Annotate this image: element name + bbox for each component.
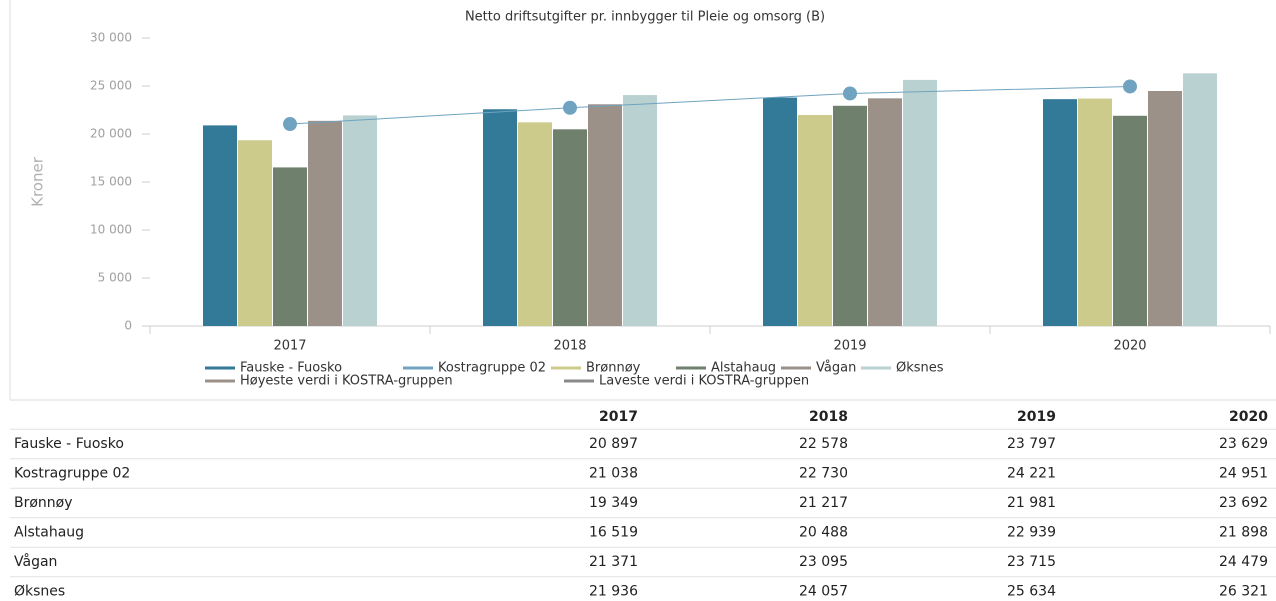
bar (273, 167, 307, 326)
bar (903, 79, 937, 326)
table-cell: 21 217 (799, 495, 848, 511)
table-cell: 22 939 (1007, 525, 1056, 541)
table-cell: 25 634 (1007, 584, 1056, 600)
y-tick-label: 0 (124, 319, 132, 333)
table-cell: 21 936 (589, 584, 638, 600)
table-cell: 24 479 (1219, 554, 1268, 570)
bar (1183, 73, 1217, 327)
table-cell: 23 715 (1007, 554, 1056, 570)
table-cell: 26 321 (1219, 584, 1268, 600)
table-row-label: Øksnes (14, 584, 65, 600)
bar (1078, 98, 1112, 327)
line (289, 85, 1131, 125)
table-cell: 22 578 (799, 436, 848, 452)
y-tick-label: 20 000 (90, 127, 132, 141)
x-tick-label: 2020 (1113, 339, 1146, 354)
y-tick-label: 25 000 (90, 79, 132, 93)
table-cell: 22 730 (799, 466, 848, 482)
table-cell: 20 488 (799, 525, 848, 541)
bar (553, 129, 587, 326)
y-tick-label: 15 000 (90, 175, 132, 189)
y-tick-label: 30 000 (90, 31, 132, 45)
bar (518, 122, 552, 326)
table-cell: 21 038 (589, 466, 638, 482)
bar (763, 97, 797, 326)
bar (868, 98, 902, 326)
legend-label: Fauske - Fuosko (240, 361, 342, 376)
table-cell: 16 519 (589, 525, 638, 541)
bar (1148, 91, 1182, 326)
table-header: 2020 (1229, 409, 1268, 425)
legend-label: Øksnes (896, 361, 944, 376)
bar (483, 109, 517, 327)
x-tick-label: 2019 (833, 339, 866, 354)
table-cell: 24 951 (1219, 466, 1268, 482)
bar (203, 125, 237, 327)
legend-label: Brønnøy (586, 361, 641, 376)
legend-label: Vågan (816, 361, 856, 376)
bar (238, 140, 272, 326)
table-header: 2017 (599, 409, 638, 425)
chart-title: Netto driftsutgifter pr. innbygger til P… (465, 10, 825, 25)
line-point (563, 100, 577, 115)
bar (1113, 115, 1147, 326)
line-point (283, 117, 297, 132)
table-row-label: Fauske - Fuosko (14, 436, 124, 452)
bar (623, 95, 657, 327)
bar (308, 120, 342, 326)
table-cell: 23 629 (1219, 436, 1268, 452)
y-axis-label: Kroner (29, 156, 47, 207)
bar (1043, 99, 1077, 327)
table-row-label: Brønnøy (14, 495, 73, 511)
line-point (1123, 79, 1137, 94)
legend-label: Alstahaug (711, 361, 776, 376)
legend-label: Høyeste verdi i KOSTRA-gruppen (240, 374, 453, 389)
table-row-label: Alstahaug (14, 525, 84, 541)
table-cell: 24 057 (799, 584, 848, 600)
legend-label: Kostragruppe 02 (438, 361, 546, 376)
table-cell: 23 095 (799, 554, 848, 570)
table-cell: 23 692 (1219, 495, 1268, 511)
table-cell: 20 897 (589, 436, 638, 452)
legend-label: Laveste verdi i KOSTRA-gruppen (599, 374, 809, 389)
bar (588, 104, 622, 327)
table-cell: 21 981 (1007, 495, 1056, 511)
table-cell: 24 221 (1007, 466, 1056, 482)
bar (833, 105, 867, 326)
table-cell: 19 349 (589, 495, 638, 511)
bar (343, 115, 377, 326)
table-cell: 23 797 (1007, 436, 1056, 452)
bar (798, 114, 832, 327)
line-point (843, 86, 857, 101)
table-header: 2019 (1017, 409, 1056, 425)
table-row-label: Vågan (14, 553, 57, 570)
x-tick-label: 2018 (553, 339, 586, 354)
x-tick-label: 2017 (273, 339, 306, 354)
y-tick-label: 5 000 (98, 271, 132, 285)
table-cell: 21 371 (589, 554, 638, 570)
table-row-label: Kostragruppe 02 (14, 466, 130, 482)
table-header: 2018 (809, 409, 848, 425)
y-tick-label: 10 000 (90, 223, 132, 237)
table-cell: 21 898 (1219, 525, 1268, 541)
